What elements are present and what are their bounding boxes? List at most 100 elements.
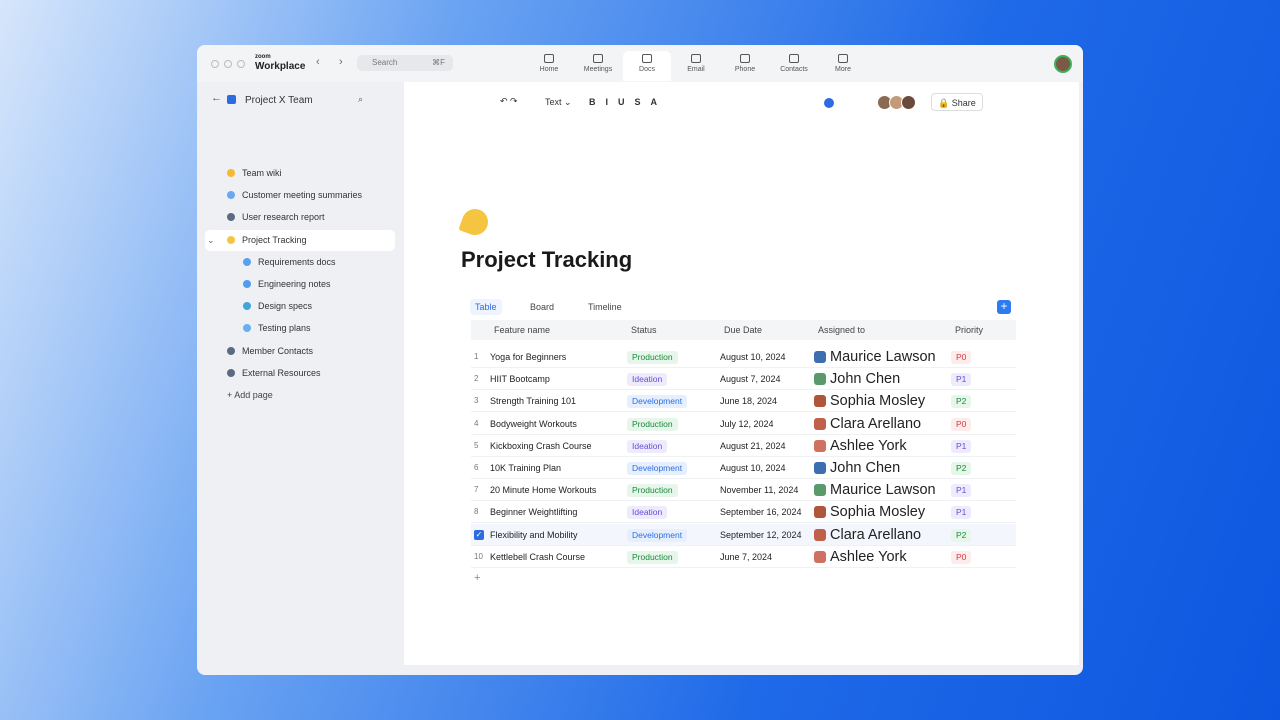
add-row[interactable]: + (474, 572, 481, 584)
cell-due: June 7, 2024 (720, 546, 772, 568)
cell-status: Development (627, 457, 688, 479)
cell-feature: 10K Training Plan (490, 457, 561, 479)
nav-item[interactable]: More (819, 51, 867, 81)
assignee-avatar (814, 550, 826, 563)
sidebar-item[interactable]: User research report (205, 207, 395, 228)
cell-priority: P1 (951, 368, 972, 390)
item-label: User research report (242, 212, 325, 223)
nav-item[interactable]: Docs (623, 51, 671, 81)
add-page[interactable]: + Add page (205, 385, 395, 406)
feature-text: HIIT Bootcamp (490, 374, 550, 385)
nav-icon (642, 54, 652, 63)
text-style-label: Text (545, 97, 562, 107)
row-number: 6 (474, 463, 479, 472)
feature-text: 20 Minute Home Workouts (490, 485, 597, 496)
item-label: Engineering notes (258, 279, 331, 289)
window-close[interactable] (211, 60, 219, 68)
insert[interactable] (824, 98, 834, 108)
cell-status: Ideation (627, 501, 668, 523)
table-header (471, 320, 1016, 340)
add-icon: + (227, 390, 235, 400)
window-minimize[interactable] (224, 60, 232, 68)
table-row[interactable] (471, 413, 1016, 435)
nav-item[interactable]: Meetings (574, 51, 622, 81)
table-row[interactable] (471, 457, 1016, 479)
cell-status: Production (627, 479, 678, 501)
assignee-text: Maurice Lawson (830, 349, 936, 365)
sidebar-search[interactable]: ⌕ (358, 94, 364, 104)
cell-due: August 7, 2024 (720, 368, 781, 390)
nav-item[interactable]: Email (672, 51, 720, 81)
sidebar-item[interactable]: Team wiki (205, 163, 395, 184)
item-icon (243, 302, 251, 311)
nav-item[interactable]: Home (525, 51, 573, 81)
user-avatar[interactable] (1054, 55, 1072, 73)
format-tools[interactable]: BIUSA (589, 97, 668, 107)
assignee-avatar (814, 506, 826, 519)
sidebar-subitem[interactable]: Testing plans (205, 318, 395, 339)
status-tag: Production (627, 484, 678, 498)
view-tab[interactable]: Board (525, 299, 559, 315)
sidebar-title: Project X Team (245, 95, 313, 106)
nav-item[interactable]: Contacts (770, 51, 818, 81)
add-record[interactable]: + (997, 300, 1011, 314)
nav-label: Meetings (583, 66, 613, 73)
doc-title: Project Tracking (461, 247, 633, 272)
priority-tag: P0 (951, 351, 972, 364)
cell-feature: 20 Minute Home Workouts (490, 479, 596, 501)
priority-tag: P1 (951, 484, 972, 498)
table-row[interactable] (471, 523, 1016, 546)
sidebar-subitem[interactable]: Design specs (205, 296, 395, 317)
feature-text: 10K Training Plan (490, 463, 562, 473)
sidebar-item[interactable]: External Resources (205, 363, 395, 384)
share-button[interactable]: 🔒 Share (931, 93, 983, 111)
item-icon (227, 346, 235, 355)
assignee-avatar (814, 528, 826, 541)
column-header: Assigned to (818, 325, 866, 335)
forward[interactable]: › (339, 56, 343, 68)
item-icon (227, 368, 235, 377)
table-row[interactable] (471, 546, 1016, 568)
cell-assignee: Sophia Mosley (814, 390, 925, 412)
priority-tag: P2 (951, 528, 972, 542)
view-label: Timeline (588, 302, 622, 312)
sidebar-item[interactable]: ⌄ Project Tracking (205, 229, 395, 251)
item-icon (227, 235, 235, 244)
brand: Workplace (255, 61, 306, 72)
due-text: November 11, 2024 (720, 485, 799, 496)
view-tab[interactable]: Table (470, 299, 502, 315)
expand-toggle[interactable]: ⌄ (207, 234, 215, 245)
table-row[interactable] (471, 368, 1016, 391)
cell-priority: P2 (951, 524, 972, 546)
search-box[interactable]: Search ⌘F (357, 55, 453, 71)
window-maximize[interactable] (237, 60, 245, 68)
cell-due: August 21, 2024 (720, 435, 786, 457)
back[interactable]: ‹ (316, 56, 320, 68)
search-shortcut: ⌘F (432, 58, 445, 67)
text-style[interactable]: Text ⌄ (545, 97, 572, 107)
column-header: Priority (955, 325, 984, 335)
cell-status: Development (627, 524, 688, 546)
sidebar-back[interactable]: ← (211, 92, 222, 104)
view-tab[interactable]: Timeline (583, 299, 627, 315)
table-row[interactable] (471, 390, 1016, 413)
table-row[interactable] (471, 346, 1016, 368)
table-row[interactable] (471, 479, 1016, 502)
sidebar-item[interactable]: Member Contacts (205, 341, 395, 362)
feature-text: Flexibility and Mobility (490, 529, 578, 540)
sidebar-subitem[interactable]: Requirements docs (205, 252, 395, 273)
row-checkbox[interactable]: ✓ (474, 529, 484, 540)
table-row[interactable] (471, 435, 1016, 457)
nav-label: Phone (734, 66, 756, 73)
sidebar-subitem[interactable]: Engineering notes (205, 274, 395, 295)
status-tag: Production (627, 351, 678, 364)
cell-feature: Bodyweight Workouts (490, 413, 577, 435)
cell-feature: Beginner Weightlifting (490, 501, 577, 523)
undo[interactable]: ↶ ↷ (500, 96, 518, 106)
item-icon (227, 191, 235, 200)
nav-item[interactable]: Phone (721, 51, 769, 81)
cell-due: August 10, 2024 (720, 346, 786, 368)
sidebar-item[interactable]: Customer meeting summaries (205, 185, 395, 206)
table-row[interactable] (471, 501, 1016, 524)
priority-tag: P1 (951, 373, 972, 387)
